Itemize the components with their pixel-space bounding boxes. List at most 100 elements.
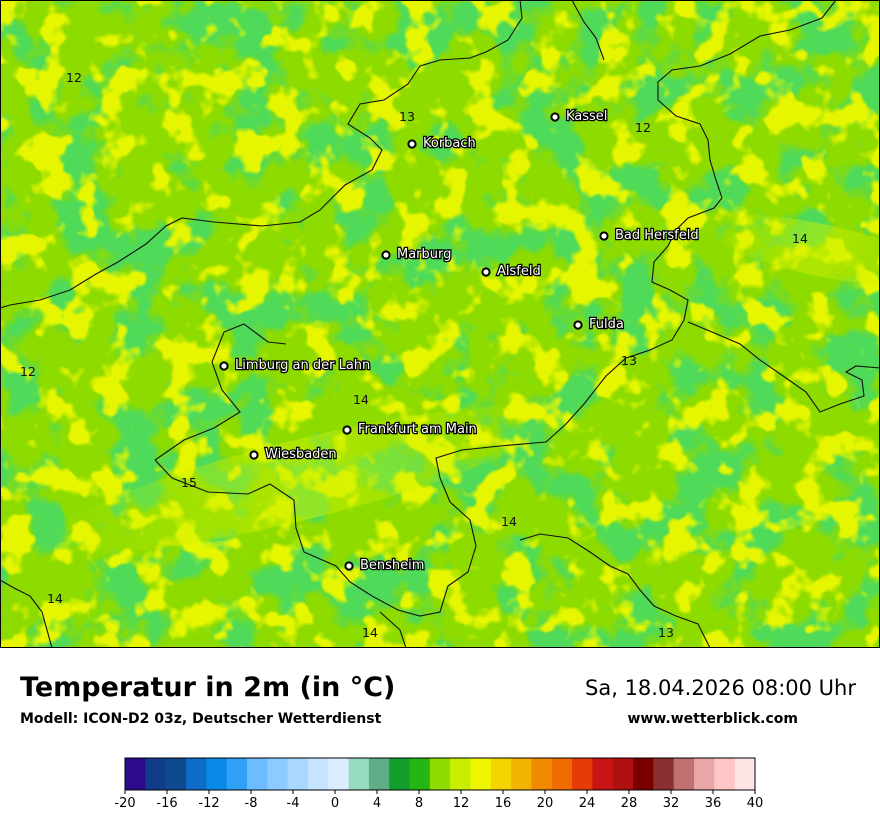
model-source: Modell: ICON-D2 03z, Deutscher Wetterdie… [20, 711, 382, 727]
legend-swatch [633, 758, 654, 790]
city-dot [573, 320, 583, 330]
temperature-map: Kassel Korbach Bad Hersfeld Marburg Alsf… [0, 0, 880, 648]
forecast-datetime: Sa, 18.04.2026 08:00 Uhr [585, 676, 856, 700]
city-limburg-an-der-lahn: Limburg an der Lahn [219, 357, 372, 374]
city-label: Kassel [566, 109, 607, 124]
legend-tick-label: -20 [114, 796, 135, 811]
warm-rhine-band [47, 406, 553, 554]
state-border [0, 0, 880, 648]
legend-tick-label: 36 [705, 796, 722, 811]
legend-tick-label: 40 [747, 796, 764, 811]
legend-tick-label: -16 [156, 796, 177, 811]
legend-swatch [734, 758, 756, 790]
city-dot [407, 139, 417, 149]
legend-swatch [511, 758, 532, 790]
city-dot [550, 112, 560, 122]
legend-swatch [348, 758, 370, 790]
legend-swatch [694, 758, 715, 790]
legend-swatch [653, 758, 675, 790]
value-label: 14 [353, 392, 369, 407]
city-kassel: Kassel [550, 108, 609, 125]
city-alsfeld: Alsfeld [481, 263, 542, 280]
legend-swatch [429, 758, 451, 790]
city-label: Wiesbaden [265, 447, 337, 462]
city-label: Limburg an der Lahn [235, 358, 370, 373]
legend-tick-label: 20 [537, 796, 554, 811]
legend-swatch [287, 758, 309, 790]
value-label: 15 [181, 475, 197, 490]
legend-swatch [185, 758, 207, 790]
legend-swatch [470, 758, 492, 790]
legend-swatch [572, 758, 593, 790]
legend-swatch [714, 758, 736, 790]
value-label: 14 [362, 625, 378, 640]
value-label: 13 [621, 353, 637, 368]
value-label: 13 [399, 109, 415, 124]
footer: Temperatur in 2m (in °C) Modell: ICON-D2… [0, 648, 880, 830]
color-legend: -20 -16 -12 -8 -4 0 4 8 12 16 20 24 28 32 36 40 [114, 757, 763, 811]
city-dot [599, 231, 609, 241]
city-label: Alsfeld [497, 264, 541, 279]
legend-ticks: -20 -16 -12 -8 -4 0 4 8 12 16 20 24 28 32 36 40 [114, 790, 763, 811]
legend-tick-label: 8 [415, 796, 423, 811]
legend-swatch [267, 758, 288, 790]
legend-tick-label: -4 [287, 796, 300, 811]
legend-swatch [307, 758, 329, 790]
city-bad-hersfeld: Bad Hersfeld [599, 227, 700, 244]
city-dot [219, 361, 229, 371]
legend-swatch [612, 758, 634, 790]
legend-tick-label: 32 [663, 796, 680, 811]
city-fulda: Fulda [573, 316, 625, 333]
legend-tick-label: 24 [579, 796, 596, 811]
warm-east-band [702, 214, 880, 286]
value-label: 14 [501, 514, 517, 529]
legend-swatch [125, 758, 146, 790]
city-label: Korbach [423, 136, 476, 151]
legend-tick-label: 0 [331, 796, 339, 811]
city-dot [249, 450, 259, 460]
city-dot [344, 561, 354, 571]
legend-swatches [125, 758, 756, 790]
legend-swatch [226, 758, 248, 790]
legend-swatch [328, 758, 349, 790]
legend-swatch [531, 758, 553, 790]
legend-swatch [673, 758, 695, 790]
city-dot [342, 425, 352, 435]
legend-frame [124, 757, 756, 791]
city-label: Marburg [397, 247, 451, 262]
legend-tick-label: 4 [373, 796, 381, 811]
value-label: 12 [20, 364, 36, 379]
legend-tick-label: -8 [245, 796, 258, 811]
city-label: Bensheim [360, 558, 424, 573]
city-dot [481, 267, 491, 277]
legend-swatch [206, 758, 228, 790]
city-frankfurt-am-main: Frankfurt am Main [342, 421, 478, 438]
value-label: 12 [635, 120, 651, 135]
value-label: 12 [66, 70, 82, 85]
city-label: Frankfurt am Main [358, 422, 477, 437]
legend-tick-label: -12 [198, 796, 219, 811]
city-korbach: Korbach [407, 135, 477, 152]
legend-tick-label: 28 [621, 796, 638, 811]
legend-swatch [246, 758, 268, 790]
legend-swatch [409, 758, 431, 790]
value-label: 14 [792, 231, 808, 246]
city-wiesbaden: Wiesbaden [249, 446, 338, 463]
city-bensheim: Bensheim [344, 557, 426, 574]
value-label: 14 [47, 591, 63, 606]
legend-swatch [592, 758, 614, 790]
map-title: Temperatur in 2m (in °C) [20, 672, 396, 703]
city-dot [381, 250, 391, 260]
legend-swatch [145, 758, 167, 790]
legend-tick-label: 16 [495, 796, 512, 811]
legend-swatch [490, 758, 512, 790]
legend-swatch [165, 758, 187, 790]
city-label: Fulda [589, 317, 624, 332]
city-marburg: Marburg [381, 246, 453, 263]
legend-swatch [368, 758, 390, 790]
website-link[interactable]: www.wetterblick.com [627, 711, 799, 727]
city-label: Bad Hersfeld [615, 228, 699, 243]
legend-swatch [450, 758, 471, 790]
value-label: 13 [658, 625, 674, 640]
legend-tick-label: 12 [453, 796, 470, 811]
